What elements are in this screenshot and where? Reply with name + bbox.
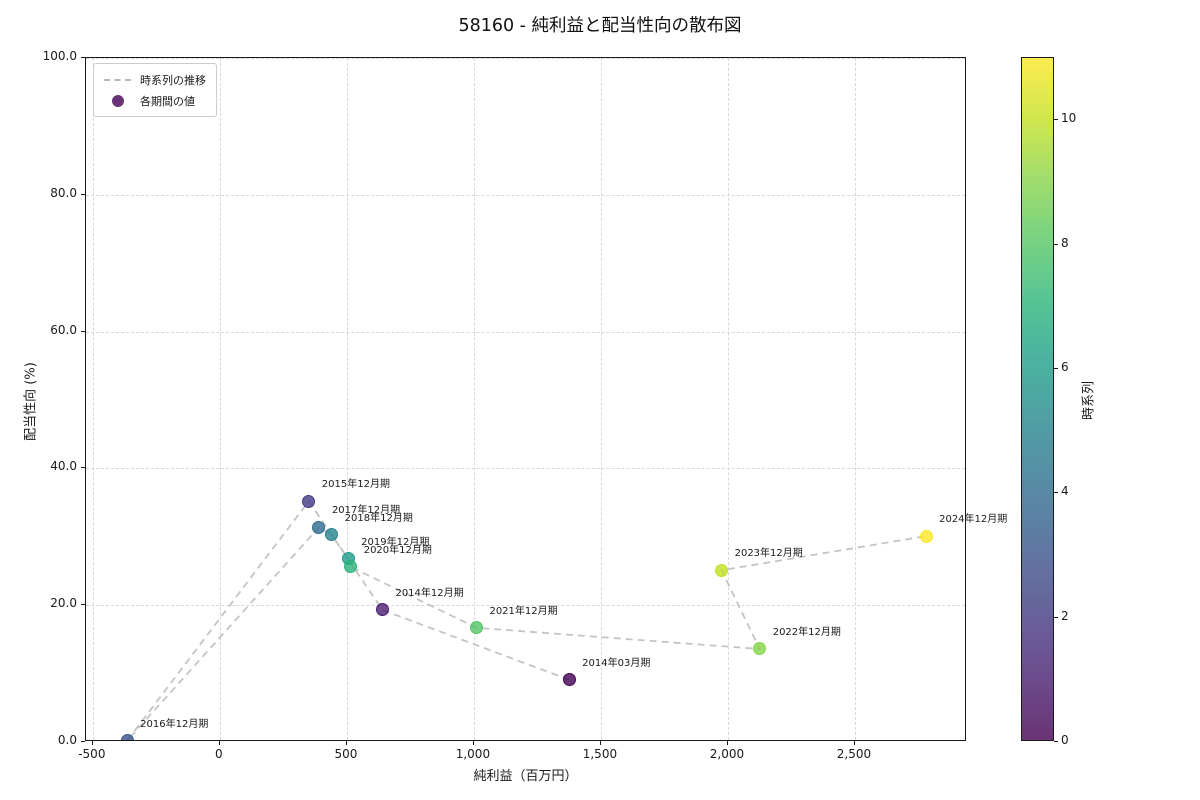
data-point-label: 2022年12月期 bbox=[772, 626, 841, 638]
data-point bbox=[375, 603, 389, 617]
legend: 時系列の推移 各期間の値 bbox=[93, 63, 217, 117]
colorbar-tick-label: 10 bbox=[1061, 111, 1077, 126]
x-axis-label: 純利益（百万円） bbox=[473, 769, 578, 784]
data-point bbox=[753, 642, 767, 656]
legend-line-label: 時系列の推移 bbox=[140, 73, 206, 87]
x-tick-label: -500 bbox=[78, 747, 106, 761]
scatter-marker-icon bbox=[112, 94, 124, 107]
data-point bbox=[302, 494, 316, 508]
colorbar-tick-label: 0 bbox=[1061, 733, 1069, 747]
x-tick-label: 2,500 bbox=[836, 747, 872, 761]
data-point bbox=[469, 621, 483, 635]
legend-entry-point: 各期間の値 bbox=[104, 90, 206, 111]
x-tick-label: 1,500 bbox=[582, 747, 618, 761]
chart-title: 58160 - 純利益と配当性向の散布図 bbox=[458, 16, 742, 36]
x-tick-label: 1,000 bbox=[455, 747, 491, 761]
colorbar-gradient bbox=[1022, 58, 1053, 740]
y-tick-label: 100.0 bbox=[42, 49, 77, 63]
data-point bbox=[344, 560, 358, 574]
y-tick-label: 40.0 bbox=[50, 459, 77, 474]
data-point-label: 2023年12月期 bbox=[734, 548, 803, 560]
x-tick bbox=[345, 741, 347, 745]
y-tick bbox=[81, 604, 85, 606]
data-point bbox=[562, 673, 576, 687]
x-tick bbox=[218, 741, 220, 745]
colorbar-tick-label: 2 bbox=[1061, 608, 1069, 623]
data-point-label: 2014年03月期 bbox=[582, 657, 651, 669]
vertical-gridline bbox=[600, 58, 602, 740]
colorbar-label: 時系列 bbox=[1081, 381, 1097, 421]
dashed-line-icon bbox=[104, 78, 131, 81]
y-tick bbox=[81, 57, 85, 58]
colorbar-tick bbox=[1054, 119, 1058, 121]
y-tick-label: 20.0 bbox=[50, 596, 77, 611]
x-tick bbox=[853, 741, 855, 745]
vertical-gridline bbox=[727, 58, 729, 740]
data-point bbox=[120, 734, 134, 740]
colorbar-tick bbox=[1054, 616, 1058, 618]
vertical-gridline bbox=[346, 58, 348, 740]
y-tick-label: 80.0 bbox=[50, 185, 77, 200]
y-tick bbox=[81, 467, 85, 469]
colorbar-tick bbox=[1054, 492, 1058, 494]
legend-point-label: 各期間の値 bbox=[140, 94, 195, 108]
plot-area bbox=[85, 57, 966, 741]
x-tick bbox=[726, 741, 728, 745]
y-axis-label: 配当性向 (%) bbox=[23, 362, 39, 441]
colorbar-tick bbox=[1054, 741, 1058, 742]
colorbar-tick bbox=[1054, 243, 1058, 245]
horizontal-gridline bbox=[86, 468, 965, 470]
data-point-label: 2024年12月期 bbox=[939, 514, 1008, 526]
data-point-label: 2015年12月期 bbox=[321, 479, 390, 491]
horizontal-gridline bbox=[86, 58, 965, 59]
data-point-label: 2020年12月期 bbox=[363, 544, 432, 556]
horizontal-gridline bbox=[86, 605, 965, 607]
legend-entry-line: 時系列の推移 bbox=[104, 69, 206, 90]
data-point-label: 2018年12月期 bbox=[344, 512, 413, 524]
data-point-label: 2019年12月期 bbox=[361, 536, 430, 548]
vertical-gridline bbox=[92, 58, 94, 740]
x-tick bbox=[91, 741, 93, 745]
colorbar-tick bbox=[1054, 367, 1058, 369]
data-point-label: 2016年12月期 bbox=[140, 718, 209, 730]
horizontal-gridline bbox=[86, 194, 965, 196]
colorbar-tick-label: 8 bbox=[1061, 235, 1069, 250]
colorbar-tick-label: 6 bbox=[1061, 359, 1069, 374]
data-point bbox=[919, 529, 933, 543]
x-tick-label: 500 bbox=[334, 747, 358, 761]
x-tick bbox=[599, 741, 601, 745]
y-tick bbox=[81, 193, 85, 195]
y-tick-label: 0.0 bbox=[57, 733, 77, 747]
y-tick-label: 60.0 bbox=[50, 322, 77, 337]
vertical-gridline bbox=[854, 58, 856, 740]
colorbar bbox=[1021, 57, 1054, 741]
data-point bbox=[715, 563, 729, 577]
data-point-label: 2017年12月期 bbox=[331, 505, 401, 517]
data-point-label: 2014年12月期 bbox=[395, 587, 464, 599]
horizontal-gridline bbox=[86, 331, 965, 333]
data-point bbox=[325, 528, 339, 542]
y-tick bbox=[81, 330, 85, 332]
colorbar-tick-label: 4 bbox=[1061, 484, 1069, 499]
vertical-gridline bbox=[219, 58, 221, 740]
y-tick bbox=[81, 741, 85, 742]
data-point bbox=[312, 520, 326, 534]
x-tick bbox=[472, 741, 474, 745]
x-tick-label: 0 bbox=[215, 747, 223, 761]
time-series-trajectory-line bbox=[126, 499, 927, 740]
vertical-gridline bbox=[473, 58, 475, 740]
data-point-label: 2021年12月期 bbox=[489, 605, 558, 617]
x-tick-label: 2,000 bbox=[709, 747, 745, 761]
